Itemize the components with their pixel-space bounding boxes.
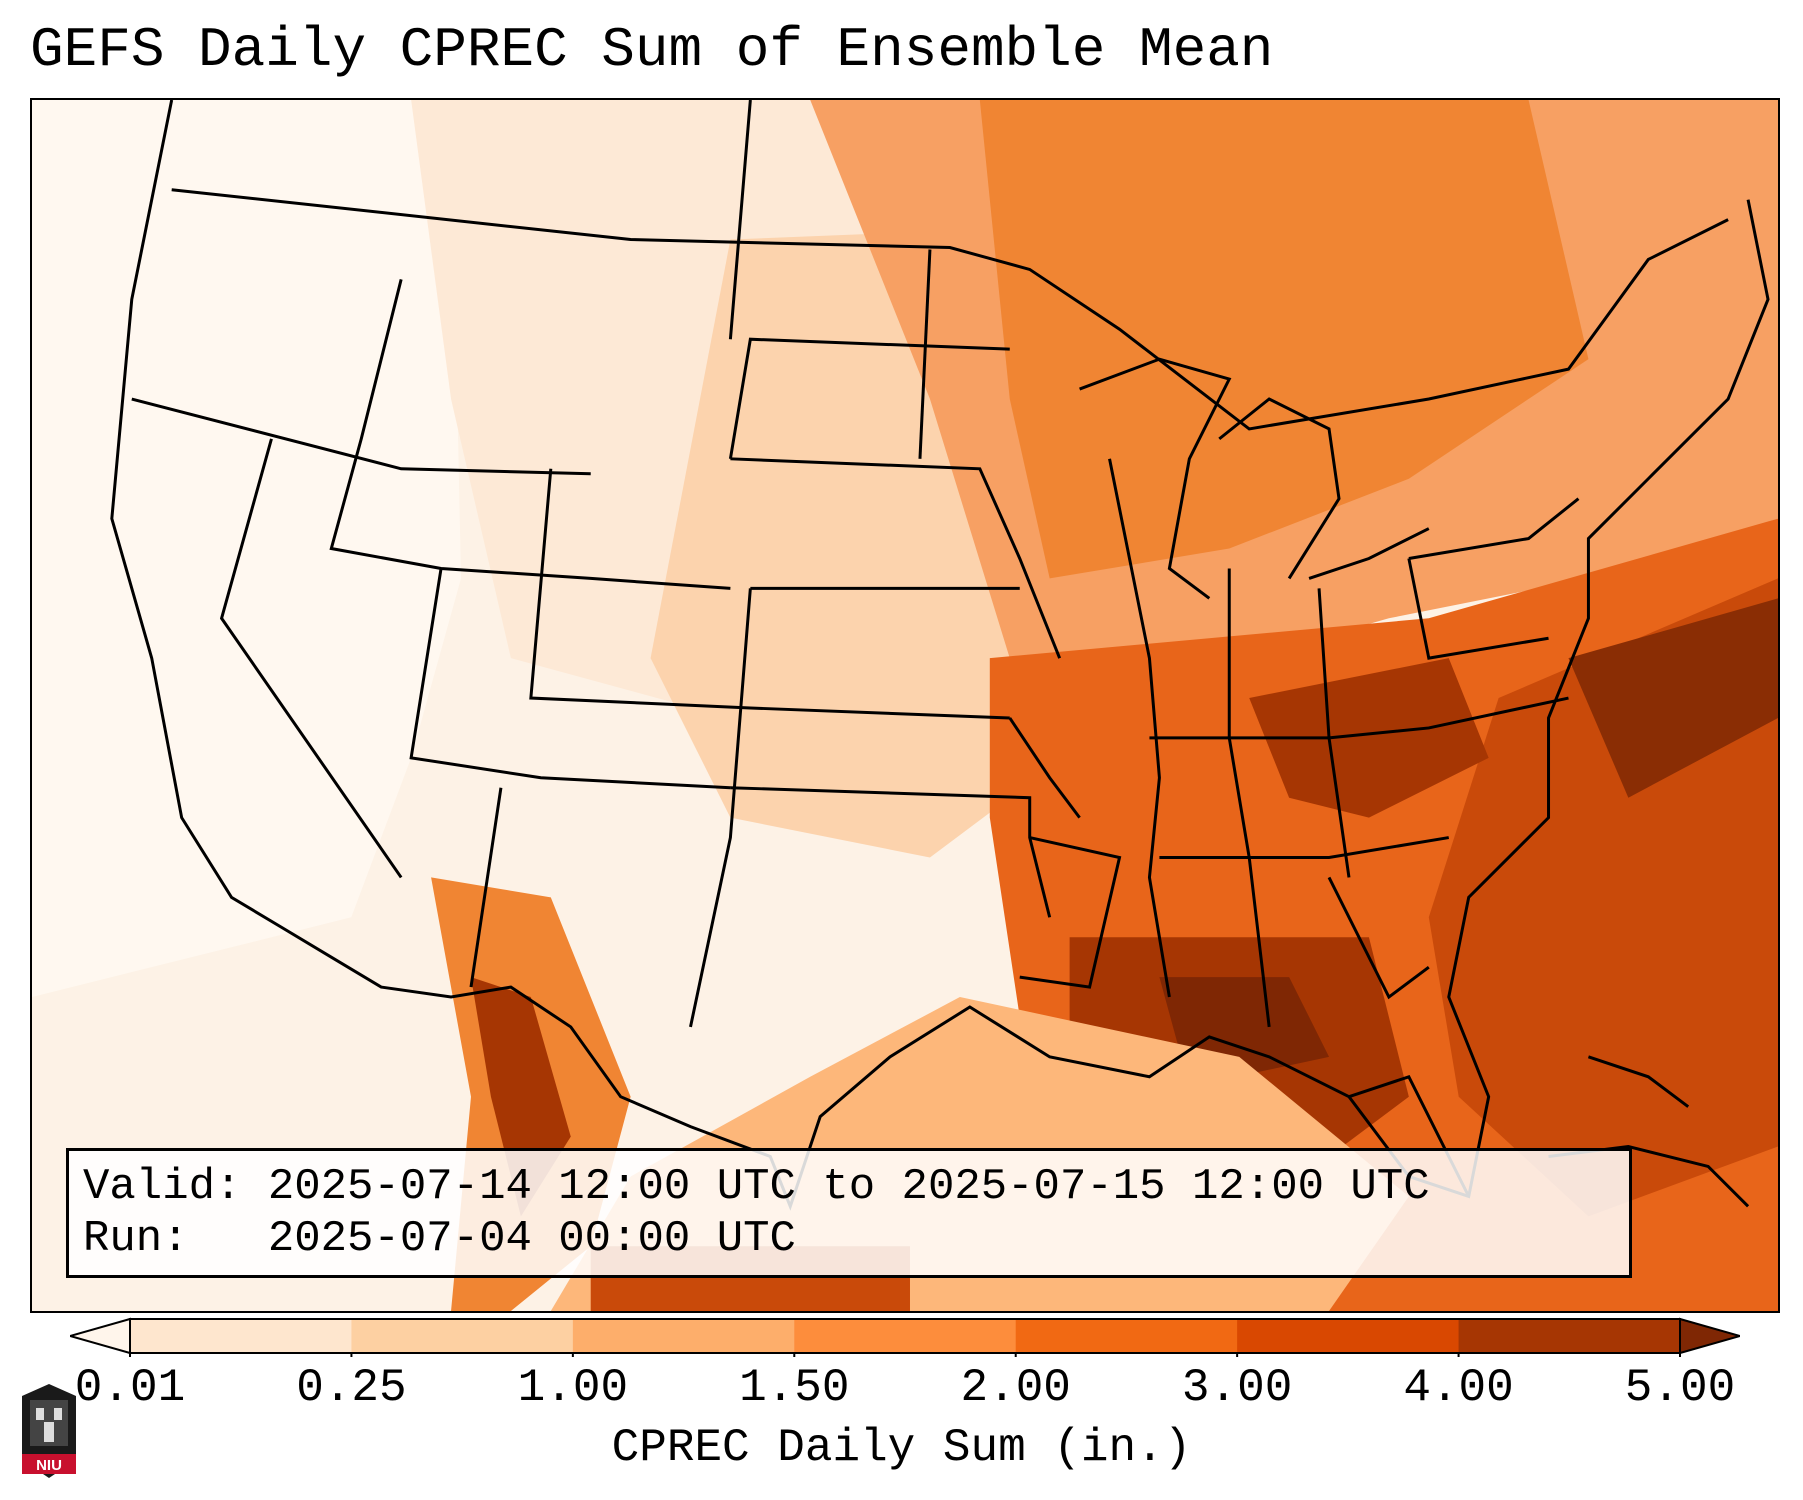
colorbar-segment bbox=[130, 1319, 352, 1353]
colorbar-tick-label: 4.00 bbox=[1403, 1362, 1514, 1414]
colorbar-segment bbox=[351, 1319, 574, 1353]
run-info-box: Valid: 2025-07-14 12:00 UTC to 2025-07-1… bbox=[66, 1148, 1632, 1278]
colorbar-extend-low bbox=[70, 1317, 131, 1355]
precip-map bbox=[30, 98, 1780, 1313]
colorbar-tick-label: 0.01 bbox=[74, 1362, 186, 1414]
niu-logo-icon: NIU bbox=[22, 1384, 76, 1478]
run-time-text: Run: 2025-07-04 00:00 UTC bbox=[83, 1214, 796, 1264]
colorbar-segment bbox=[1458, 1319, 1681, 1353]
precip-map-canvas bbox=[32, 100, 1778, 1311]
colorbar-extend-high bbox=[1679, 1317, 1740, 1355]
colorbar-label: CPREC Daily Sum (in.) bbox=[611, 1422, 1192, 1474]
colorbar-tick-label: 0.25 bbox=[296, 1362, 407, 1414]
colorbar-segment bbox=[572, 1319, 795, 1353]
precip-fill bbox=[32, 100, 1778, 1311]
valid-time-text: Valid: 2025-07-14 12:00 UTC to 2025-07-1… bbox=[83, 1162, 1430, 1212]
colorbar-tick-label: 1.00 bbox=[517, 1362, 629, 1414]
colorbar-tick-label: 2.00 bbox=[960, 1362, 1071, 1414]
colorbar-tick-label: 1.50 bbox=[739, 1362, 850, 1414]
colorbar-border bbox=[129, 1318, 1681, 1354]
colorbar-segment bbox=[1015, 1319, 1238, 1353]
colorbar-segment bbox=[1237, 1319, 1460, 1353]
colorbar-tick-label: 3.00 bbox=[1181, 1362, 1293, 1414]
colorbar-tick-label: 5.00 bbox=[1624, 1362, 1736, 1414]
colorbar bbox=[70, 1317, 1740, 1357]
niu-logo-text: NIU bbox=[36, 1457, 62, 1474]
map-title: GEFS Daily CPREC Sum of Ensemble Mean bbox=[30, 18, 1274, 82]
colorbar-segment bbox=[794, 1319, 1017, 1353]
state-boundaries bbox=[110, 100, 1770, 1211]
